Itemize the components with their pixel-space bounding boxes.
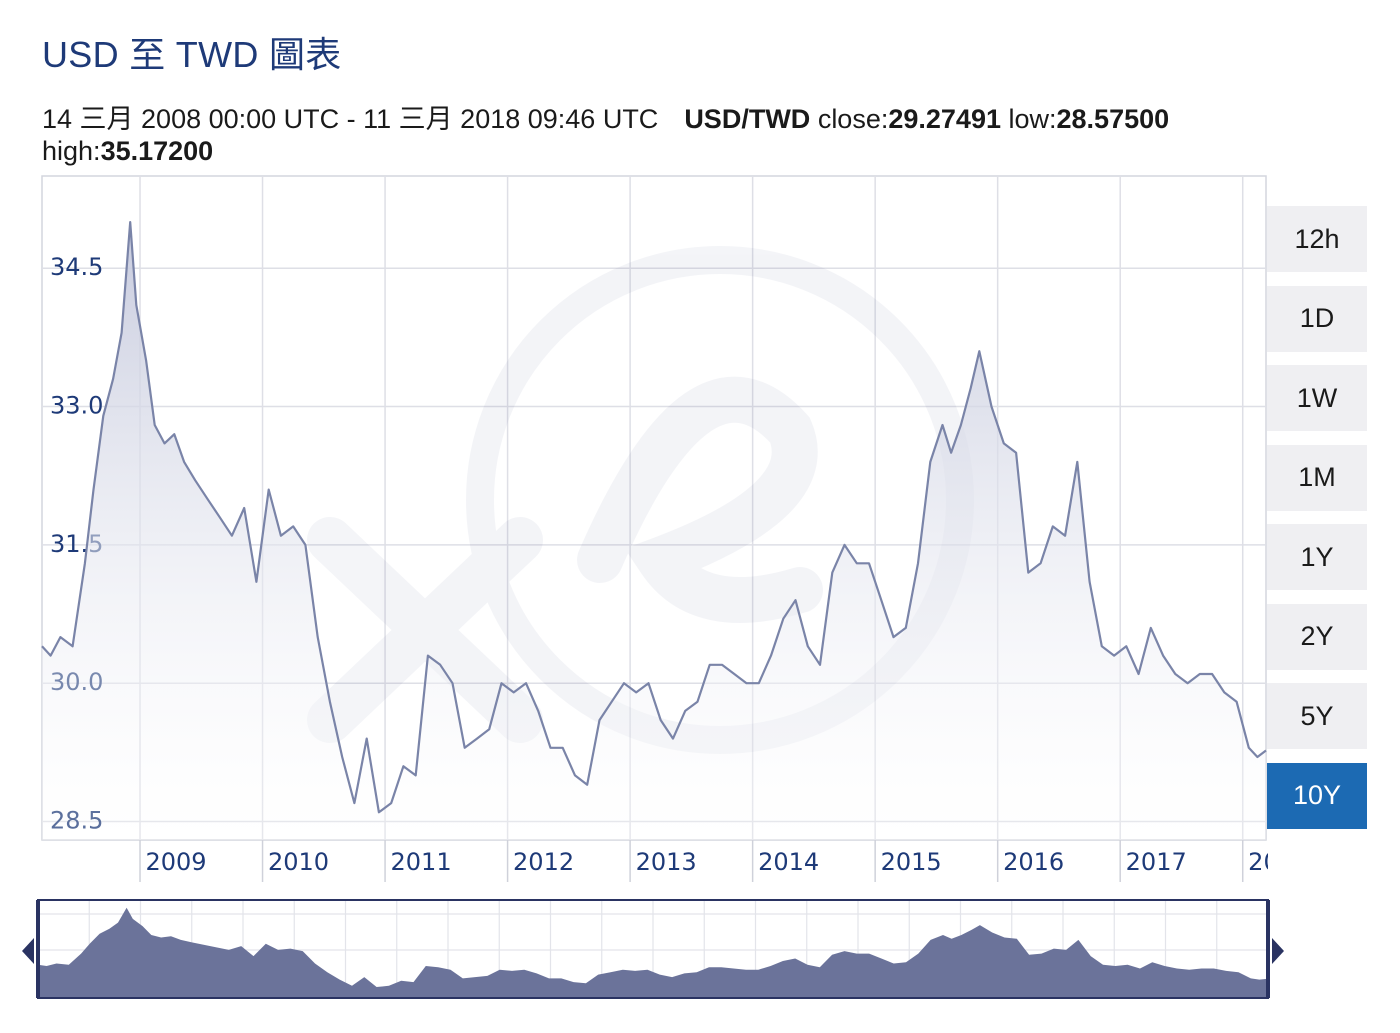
x-tick-label: 2011 <box>391 848 452 876</box>
x-tick-label: 2017 <box>1126 848 1187 876</box>
period-range: 14 三月 2008 00:00 UTC - 11 三月 2018 09:46 … <box>42 104 659 134</box>
close-value: 29.27491 <box>888 104 1001 134</box>
y-tick-label: 33.0 <box>50 392 103 420</box>
high-label: high: <box>42 136 101 166</box>
close-label: close: <box>817 104 889 134</box>
x-tick-label: 2014 <box>758 848 819 876</box>
series-line <box>41 221 1267 814</box>
x-tick-label: 2010 <box>268 848 329 876</box>
range-selector: 12h 1D 1W 1M 1Y 2Y 5Y 10Y <box>1267 206 1367 842</box>
x-tick-label: 2013 <box>636 848 697 876</box>
range-button-5y[interactable]: 5Y <box>1267 683 1367 749</box>
chart-summary: 14 三月 2008 00:00 UTC - 11 三月 2018 09:46 … <box>42 97 1169 136</box>
x-tick-label: 2015 <box>881 848 942 876</box>
x-tick-label: 2012 <box>513 848 574 876</box>
range-button-12h[interactable]: 12h <box>1267 206 1367 272</box>
navigator-series-area <box>38 907 1268 998</box>
x-tick-label: 2018 <box>1248 848 1268 876</box>
range-button-10y[interactable]: 10Y <box>1267 762 1367 829</box>
chart-summary-high: high:35.17200 <box>42 136 213 167</box>
series-area <box>42 222 1266 841</box>
page-title: USD 至 TWD 圖表 <box>42 34 342 75</box>
navigator-right-handle[interactable] <box>1272 938 1284 964</box>
low-value: 28.57500 <box>1056 104 1170 134</box>
range-navigator[interactable] <box>0 0 1290 1033</box>
range-button-1d[interactable]: 1D <box>1267 285 1367 352</box>
x-tick-label: 2009 <box>145 848 206 876</box>
price-chart[interactable]: 28.530.031.533.034.520092010201120122013… <box>0 0 1268 890</box>
range-button-2y[interactable]: 2Y <box>1267 603 1367 670</box>
y-tick-label: 34.5 <box>50 253 103 281</box>
navigator-left-handle[interactable] <box>22 938 34 964</box>
currency-pair: USD/TWD <box>684 104 811 134</box>
x-tick-label: 2016 <box>1003 848 1064 876</box>
range-button-1w[interactable]: 1W <box>1267 365 1367 431</box>
low-label: low: <box>1008 104 1057 134</box>
range-button-1y[interactable]: 1Y <box>1267 524 1367 590</box>
high-value: 35.17200 <box>100 136 214 166</box>
range-button-1m[interactable]: 1M <box>1267 444 1367 511</box>
